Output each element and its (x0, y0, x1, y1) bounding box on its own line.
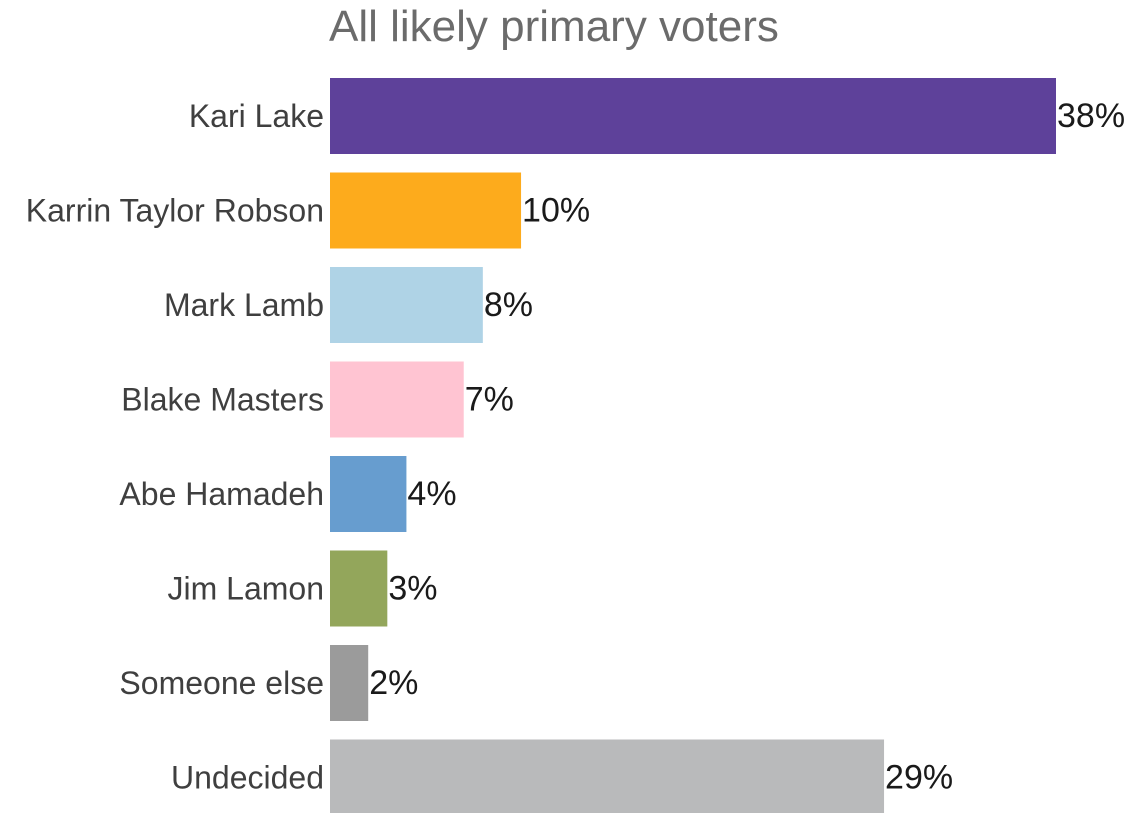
value-label: 2% (369, 664, 418, 702)
chart-title: All likely primary voters (329, 2, 779, 51)
value-label: 7% (465, 381, 514, 419)
category-label: Karrin Taylor Robson (26, 193, 324, 229)
bar-undecided (330, 739, 885, 813)
bar-kari-lake (330, 78, 1056, 154)
bar-someone-else (330, 645, 369, 721)
value-label: 4% (407, 475, 456, 513)
value-label: 38% (1057, 97, 1125, 135)
bars-group: Kari Lake 38% Karrin Taylor Robson 10% Mark … (26, 78, 1125, 813)
category-label: Jim Lamon (168, 571, 325, 607)
bar-abe-hamadeh (330, 456, 407, 532)
category-label: Someone else (119, 665, 324, 701)
bar-karrin-taylor-robson (330, 172, 522, 249)
value-label: 10% (522, 192, 590, 230)
category-label: Mark Lamb (164, 287, 324, 323)
category-label: Kari Lake (189, 98, 324, 134)
bar-mark-lamb (330, 267, 483, 343)
bar-jim-lamon (330, 550, 388, 627)
bar-blake-masters (330, 361, 464, 438)
category-label: Blake Masters (121, 382, 324, 418)
value-label: 29% (885, 759, 953, 797)
category-label: Abe Hamadeh (119, 476, 324, 512)
category-label: Undecided (171, 760, 324, 796)
value-label: 3% (388, 570, 437, 608)
value-label: 8% (484, 286, 533, 324)
